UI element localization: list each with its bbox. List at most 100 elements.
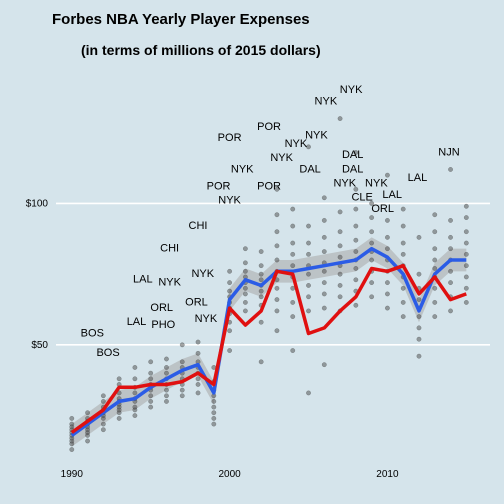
data-point (227, 280, 233, 286)
data-point (274, 257, 280, 263)
data-point (416, 325, 422, 331)
data-point (400, 314, 406, 320)
data-point (337, 116, 343, 122)
team-label: NYK (315, 95, 338, 107)
data-point (290, 206, 296, 212)
data-point (148, 393, 154, 399)
team-label: POR (257, 180, 281, 192)
data-point (274, 243, 280, 249)
data-point (258, 263, 264, 269)
data-point (290, 314, 296, 320)
data-point (227, 288, 233, 294)
team-label: NJN (438, 146, 459, 158)
gridlines (56, 202, 490, 346)
data-point (290, 223, 296, 229)
data-point (306, 390, 311, 396)
team-label: CHI (189, 220, 208, 232)
data-point (448, 234, 453, 240)
data-point (369, 257, 375, 263)
data-point (369, 280, 375, 286)
data-point (148, 359, 154, 365)
team-label: NYK (218, 194, 241, 206)
data-point (274, 308, 280, 314)
data-point (337, 254, 343, 260)
data-point (290, 299, 296, 305)
data-point (321, 217, 327, 223)
team-label: LAL (133, 274, 153, 286)
data-point (337, 209, 343, 215)
data-point (306, 240, 311, 246)
data-point (274, 229, 280, 235)
data-point (321, 249, 327, 254)
data-point (179, 359, 185, 365)
team-label: CHI (160, 243, 179, 255)
blue-series-line (70, 246, 467, 437)
data-point (337, 294, 343, 300)
data-point (195, 350, 201, 356)
data-point (85, 410, 91, 416)
data-point (132, 365, 138, 370)
data-point (132, 404, 138, 410)
data-point (384, 280, 390, 286)
data-point (416, 314, 422, 320)
team-label: NYK (340, 84, 363, 96)
data-point (337, 229, 343, 235)
data-point (306, 308, 311, 314)
data-point (432, 266, 438, 271)
data-point (211, 421, 217, 427)
data-point (179, 393, 185, 399)
data-point (353, 266, 359, 271)
data-point (85, 438, 91, 444)
data-point (195, 390, 201, 396)
data-point (384, 305, 390, 311)
data-point (369, 229, 375, 235)
data-point (400, 285, 406, 291)
x-tick-label: 2010 (376, 469, 399, 480)
chart-title: Forbes NBA Yearly Player Expenses (52, 11, 310, 28)
data-point (258, 249, 264, 254)
data-point (164, 365, 169, 370)
data-point (148, 370, 154, 376)
team-label: ORL (185, 296, 208, 308)
data-point (148, 398, 154, 404)
data-point (69, 415, 75, 421)
data-point (290, 263, 296, 269)
data-point (179, 387, 185, 393)
data-point (274, 328, 280, 334)
team-label: BOS (81, 327, 104, 339)
team-label: DAL (299, 163, 320, 175)
data-point (321, 268, 327, 274)
data-point (321, 362, 327, 368)
team-label: CLE (351, 192, 372, 204)
data-point (290, 240, 296, 246)
team-label: NYK (365, 177, 388, 189)
red-series-line (70, 263, 467, 434)
data-point (306, 251, 311, 257)
data-point (211, 410, 217, 416)
data-point (432, 299, 438, 305)
data-point (448, 246, 453, 252)
y-tick-label: $100 (26, 198, 49, 209)
data-point (416, 297, 422, 303)
data-point (432, 212, 438, 218)
data-point (353, 186, 359, 192)
data-point (463, 203, 469, 209)
data-point (195, 376, 201, 382)
data-point (100, 393, 106, 399)
data-point (432, 257, 438, 263)
data-point (463, 240, 469, 246)
data-point (432, 314, 438, 320)
data-point (100, 421, 106, 427)
data-point (416, 353, 422, 359)
team-label: BOS (96, 347, 119, 359)
data-point (290, 251, 296, 257)
data-point (463, 263, 469, 269)
data-point (463, 285, 469, 291)
data-point (321, 280, 327, 286)
team-label: NYK (158, 276, 181, 288)
data-point (384, 217, 390, 223)
team-label: NYK (285, 138, 308, 150)
